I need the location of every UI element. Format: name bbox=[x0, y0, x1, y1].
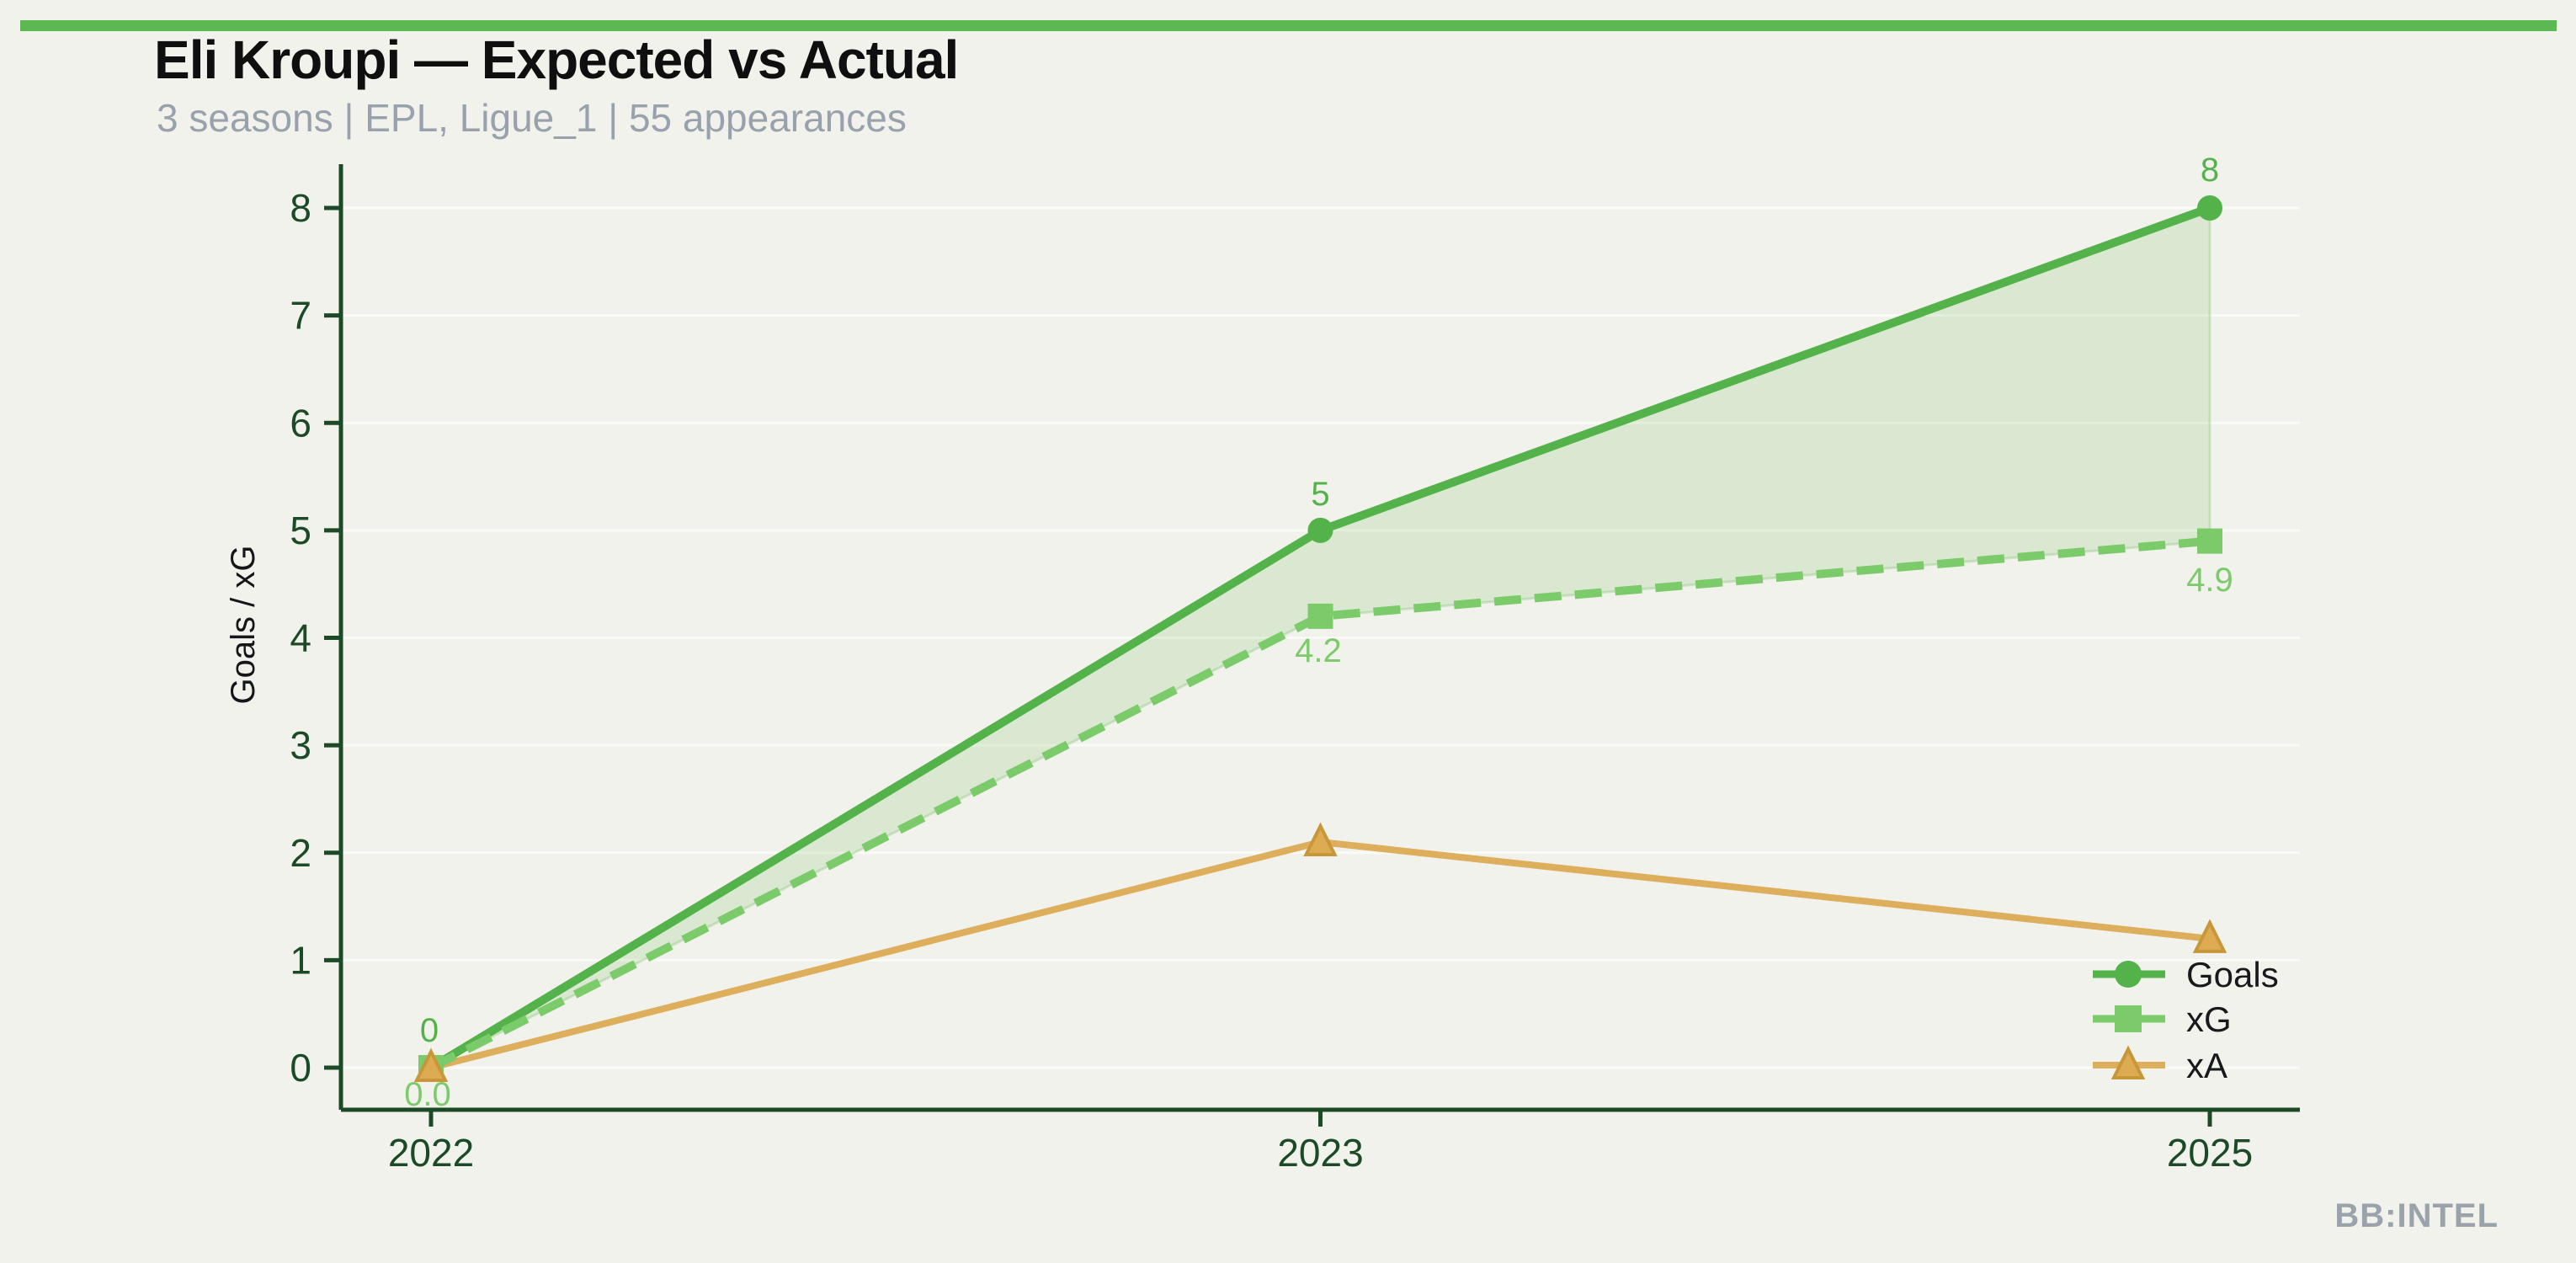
y-tick-label: 8 bbox=[290, 186, 311, 230]
page-subtitle: 3 seasons | EPL, Ligue_1 | 55 appearance… bbox=[157, 96, 907, 140]
data-label-xg: 4.9 bbox=[2186, 562, 2233, 599]
xg-marker bbox=[2197, 528, 2222, 554]
xa-marker bbox=[2192, 919, 2227, 953]
xg-markers bbox=[418, 528, 2222, 1080]
xa-markers bbox=[413, 822, 2227, 1082]
goals-marker bbox=[1307, 517, 1333, 543]
legend-xa-label: xA bbox=[2186, 1046, 2227, 1085]
legend: Goals xG xA bbox=[2093, 955, 2279, 1085]
xa-marker bbox=[413, 1047, 449, 1082]
y-axis-title: Goals / xG bbox=[225, 546, 262, 705]
top-accent-bar bbox=[20, 20, 2557, 31]
watermark: BB:INTEL bbox=[2334, 1197, 2499, 1234]
x-tick-labels: 2022 2023 2025 bbox=[388, 1131, 2253, 1175]
y-tick-label: 7 bbox=[290, 294, 311, 338]
legend-goals-label: Goals bbox=[2186, 955, 2279, 994]
y-tick-label: 5 bbox=[290, 509, 311, 552]
goals-marker bbox=[2197, 195, 2222, 221]
data-labels: 0 5 8 0.0 4.2 4.9 bbox=[404, 152, 2233, 1113]
y-tick-label: 0 bbox=[290, 1046, 311, 1090]
xa-line bbox=[430, 838, 2211, 1071]
y-tick-label: 2 bbox=[290, 831, 311, 875]
xa-marker bbox=[1303, 822, 1338, 856]
x-tick-label: 2025 bbox=[2167, 1131, 2253, 1175]
y-tick-label: 4 bbox=[290, 616, 311, 660]
y-tick-label: 6 bbox=[290, 401, 311, 445]
x-tick-label: 2023 bbox=[1277, 1131, 1363, 1175]
data-label-goals: 8 bbox=[2201, 152, 2219, 189]
axes bbox=[324, 164, 2300, 1127]
legend-xg-label: xG bbox=[2186, 999, 2232, 1039]
legend-xg-marker-icon bbox=[2115, 1005, 2142, 1032]
xg-marker bbox=[1307, 603, 1333, 629]
legend-item-xg: xG bbox=[2093, 999, 2232, 1039]
legend-item-xa: xA bbox=[2093, 1045, 2227, 1085]
x-tick-label: 2022 bbox=[388, 1131, 474, 1175]
legend-xa-marker-icon bbox=[2110, 1045, 2146, 1079]
data-label-xg: 4.2 bbox=[1295, 632, 1342, 669]
y-tick-labels: 0 1 2 3 4 5 6 7 8 bbox=[290, 186, 311, 1090]
data-label-goals: 0 bbox=[420, 1012, 439, 1049]
xg-line bbox=[428, 536, 2211, 1072]
legend-item-goals: Goals bbox=[2093, 955, 2279, 994]
legend-goals-marker-icon bbox=[2115, 961, 2142, 988]
data-label-xg: 0.0 bbox=[404, 1076, 451, 1113]
data-label-goals: 5 bbox=[1311, 476, 1329, 513]
y-tick-label: 1 bbox=[290, 938, 311, 982]
y-tick-label: 3 bbox=[290, 723, 311, 767]
page-title: Eli Kroupi — Expected vs Actual bbox=[154, 29, 959, 90]
